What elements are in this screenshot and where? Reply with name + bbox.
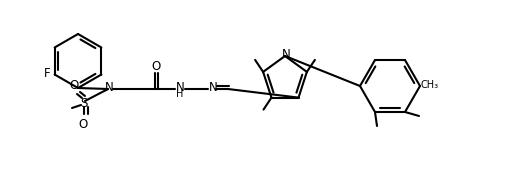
Text: O: O [78, 119, 88, 132]
Text: CH₃: CH₃ [420, 80, 438, 90]
Text: S: S [80, 96, 88, 110]
Text: H: H [176, 89, 183, 99]
Text: O: O [69, 79, 78, 92]
Text: O: O [151, 60, 160, 73]
Text: N: N [175, 81, 184, 93]
Text: N: N [104, 81, 113, 93]
Text: F: F [44, 67, 51, 80]
Text: N: N [281, 47, 290, 61]
Text: N: N [208, 81, 217, 93]
